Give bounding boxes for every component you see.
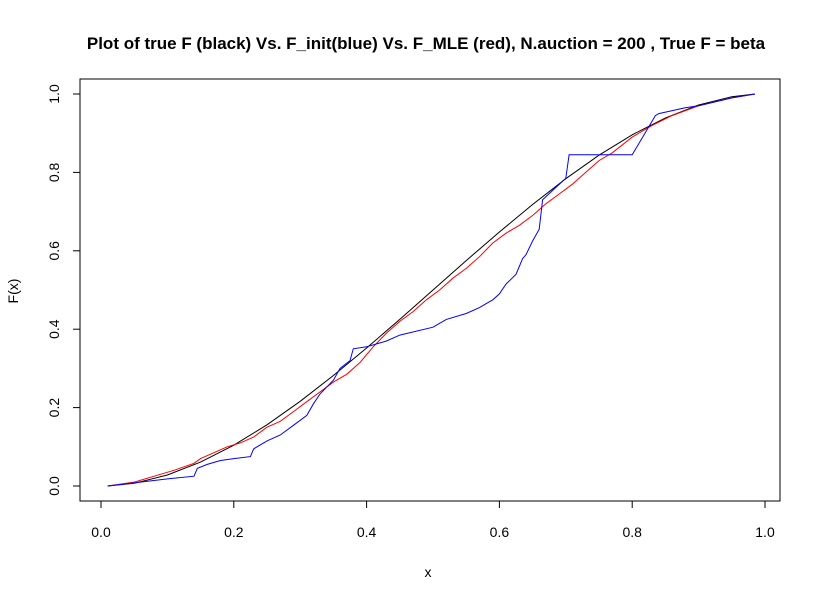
y-tick-label: 0.2	[46, 398, 62, 418]
x-axis-label: x	[425, 564, 432, 580]
y-axis-label: F(x)	[5, 279, 21, 304]
x-tick-label: 1.0	[755, 524, 775, 540]
chart-title: Plot of true F (black) Vs. F_init(blue) …	[87, 34, 766, 53]
series-line-1	[107, 93, 756, 487]
y-tick-label: 0.0	[46, 476, 62, 496]
y-tick-label: 0.6	[46, 241, 62, 261]
y-tick-label: 0.8	[46, 162, 62, 182]
x-tick-label: 0.8	[622, 524, 642, 540]
series-layer	[107, 93, 756, 487]
x-tick-label: 0.0	[91, 524, 111, 540]
x-tick-label: 0.4	[357, 524, 377, 540]
x-axis: 0.0 0.2 0.4 0.6 0.8 1.0	[91, 500, 775, 540]
x-tick-label: 0.2	[224, 524, 244, 540]
x-tick-label: 0.6	[490, 524, 510, 540]
plot-frame	[79, 78, 781, 502]
y-tick-label: 1.0	[46, 84, 62, 104]
y-tick-label: 0.4	[46, 319, 62, 339]
series-line-2	[107, 93, 756, 487]
y-axis: 0.0 0.2 0.4 0.6 0.8 1.0	[46, 84, 81, 496]
series-line-3	[107, 93, 756, 487]
